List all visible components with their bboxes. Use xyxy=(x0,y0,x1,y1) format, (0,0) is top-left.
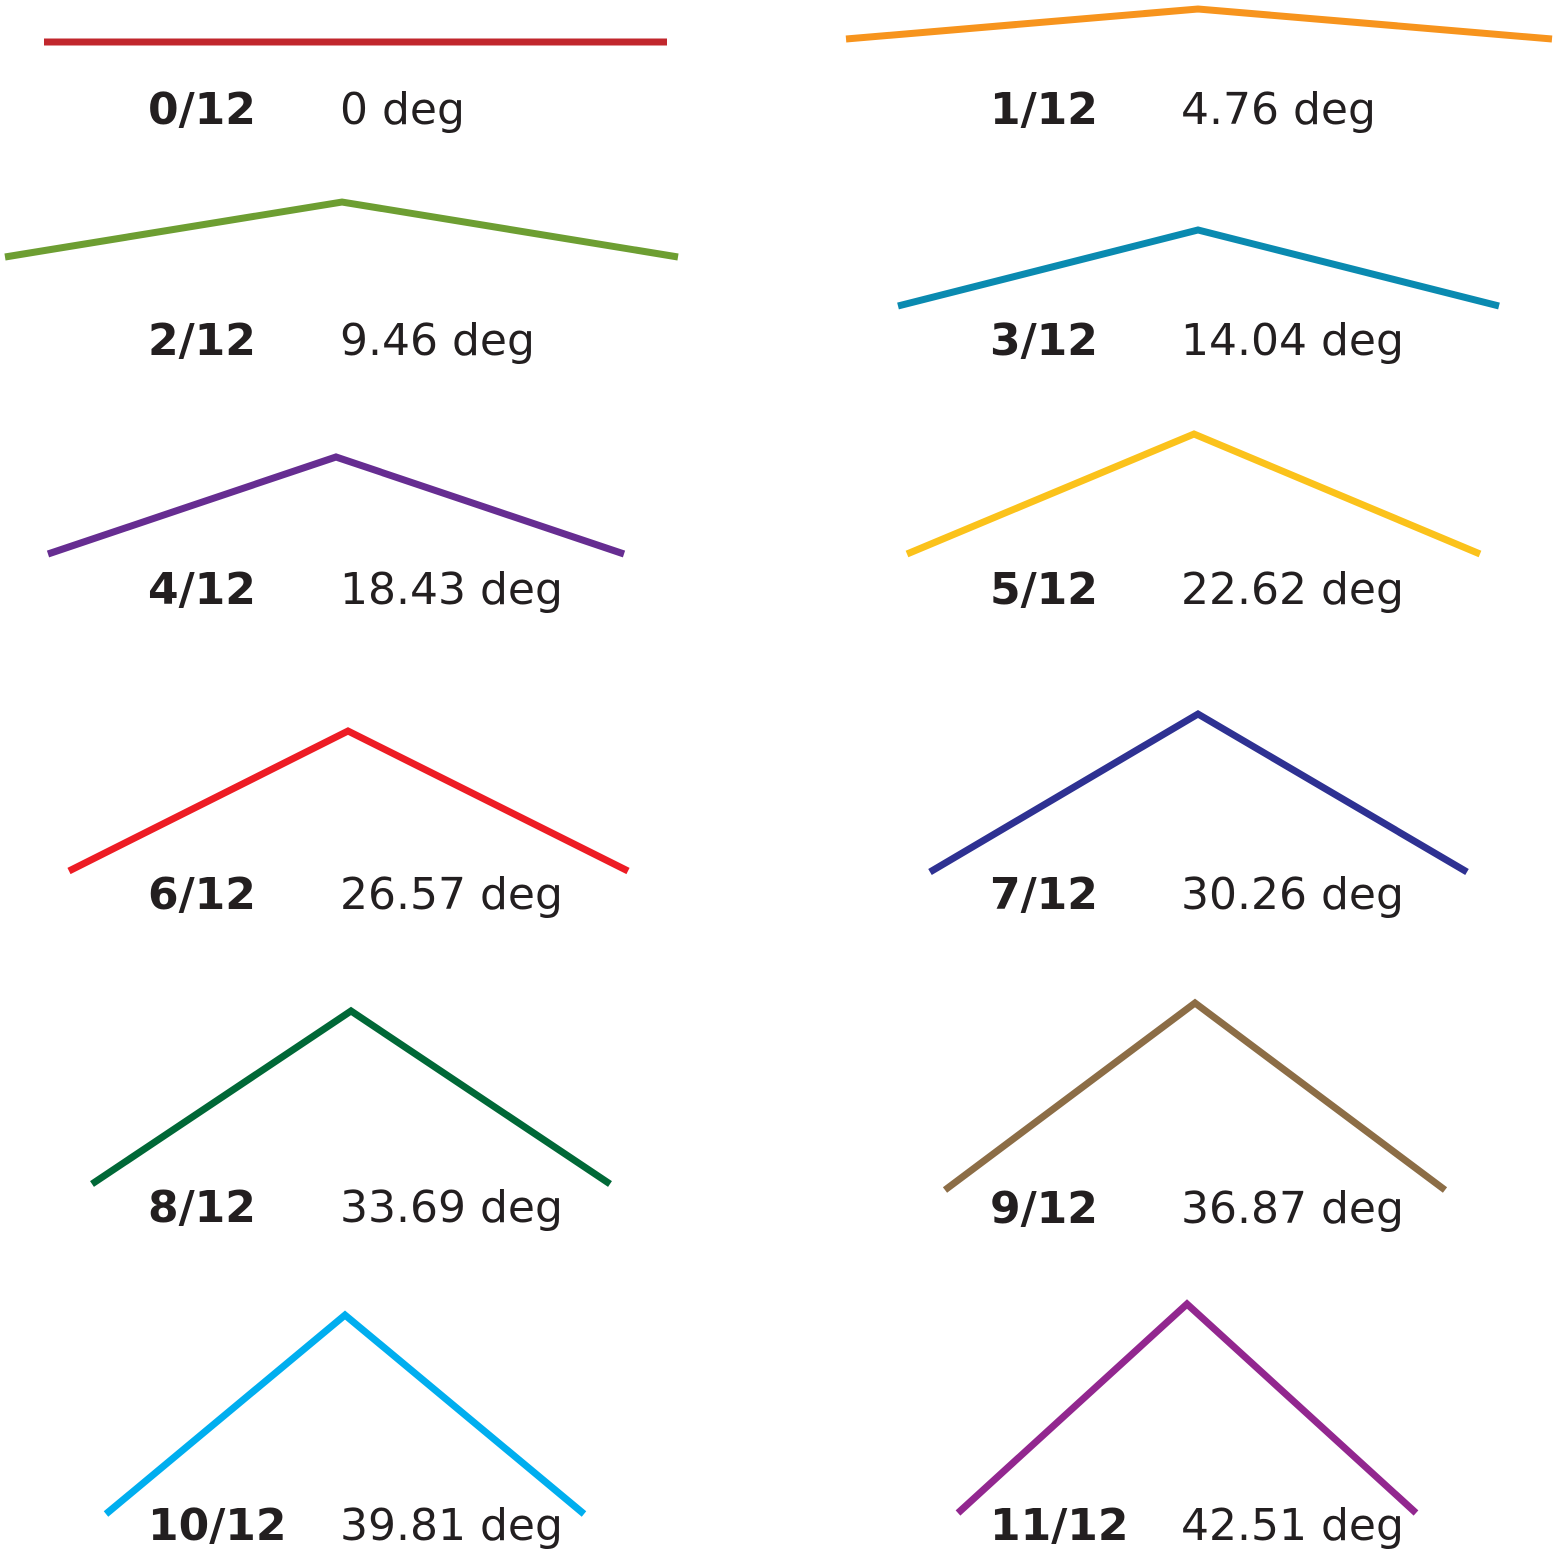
pitch-item: 5/12 22.62 deg xyxy=(905,430,1482,615)
pitch-item: 7/12 30.26 deg xyxy=(928,709,1469,920)
roof-line xyxy=(897,226,1500,310)
pitch-angle-label: 18.43 deg xyxy=(340,564,563,615)
pitch-item: 11/12 42.51 deg xyxy=(955,1299,1419,1551)
pitch-angle-label: 30.26 deg xyxy=(1181,869,1404,920)
pitch-item: 10/12 39.81 deg xyxy=(103,1310,587,1551)
pitch-angle-label: 14.04 deg xyxy=(1181,315,1404,366)
pitch-ratio-label: 2/12 xyxy=(148,315,256,366)
pitch-item: 8/12 33.69 deg xyxy=(90,1006,612,1233)
pitch-angle-label: 0 deg xyxy=(340,84,465,135)
pitch-ratio-label: 7/12 xyxy=(990,869,1098,920)
pitch-item: 1/12 4.76 deg xyxy=(845,5,1553,135)
pitch-ratio-label: 6/12 xyxy=(148,869,256,920)
pitch-ratio-label: 11/12 xyxy=(990,1500,1129,1551)
roof-line xyxy=(90,1006,612,1187)
pitch-ratio-label: 0/12 xyxy=(148,84,256,135)
pitch-ratio-label: 9/12 xyxy=(990,1183,1098,1234)
pitch-ratio-label: 5/12 xyxy=(990,564,1098,615)
pitch-ratio-label: 4/12 xyxy=(148,564,256,615)
pitch-angle-label: 39.81 deg xyxy=(340,1500,563,1551)
roof-line xyxy=(955,1299,1419,1516)
roof-line xyxy=(942,998,1448,1193)
pitch-angle-label: 33.69 deg xyxy=(340,1182,563,1233)
pitch-angle-label: 36.87 deg xyxy=(1181,1183,1404,1234)
roof-line xyxy=(67,727,630,875)
roof-line xyxy=(845,5,1553,43)
pitch-item: 2/12 9.46 deg xyxy=(4,198,679,366)
pitch-ratio-label: 3/12 xyxy=(990,315,1098,366)
pitch-item: 3/12 14.04 deg xyxy=(897,226,1500,366)
roof-line xyxy=(46,453,626,558)
roof-line xyxy=(928,709,1469,876)
pitch-ratio-label: 10/12 xyxy=(148,1500,287,1551)
pitch-item: 6/12 26.57 deg xyxy=(67,727,630,920)
roof-line xyxy=(103,1310,587,1517)
pitch-angle-label: 26.57 deg xyxy=(340,869,563,920)
roof-line xyxy=(905,430,1482,558)
pitch-ratio-label: 8/12 xyxy=(148,1182,256,1233)
pitch-angle-label: 42.51 deg xyxy=(1181,1500,1404,1551)
pitch-item: 4/12 18.43 deg xyxy=(46,453,626,615)
pitch-angle-label: 22.62 deg xyxy=(1181,564,1404,615)
pitch-angle-label: 9.46 deg xyxy=(340,315,535,366)
pitch-ratio-label: 1/12 xyxy=(990,84,1098,135)
pitch-angle-label: 4.76 deg xyxy=(1181,84,1376,135)
pitch-item: 9/12 36.87 deg xyxy=(942,998,1448,1234)
pitch-item: 0/12 0 deg xyxy=(44,38,667,135)
roof-line xyxy=(4,198,679,261)
